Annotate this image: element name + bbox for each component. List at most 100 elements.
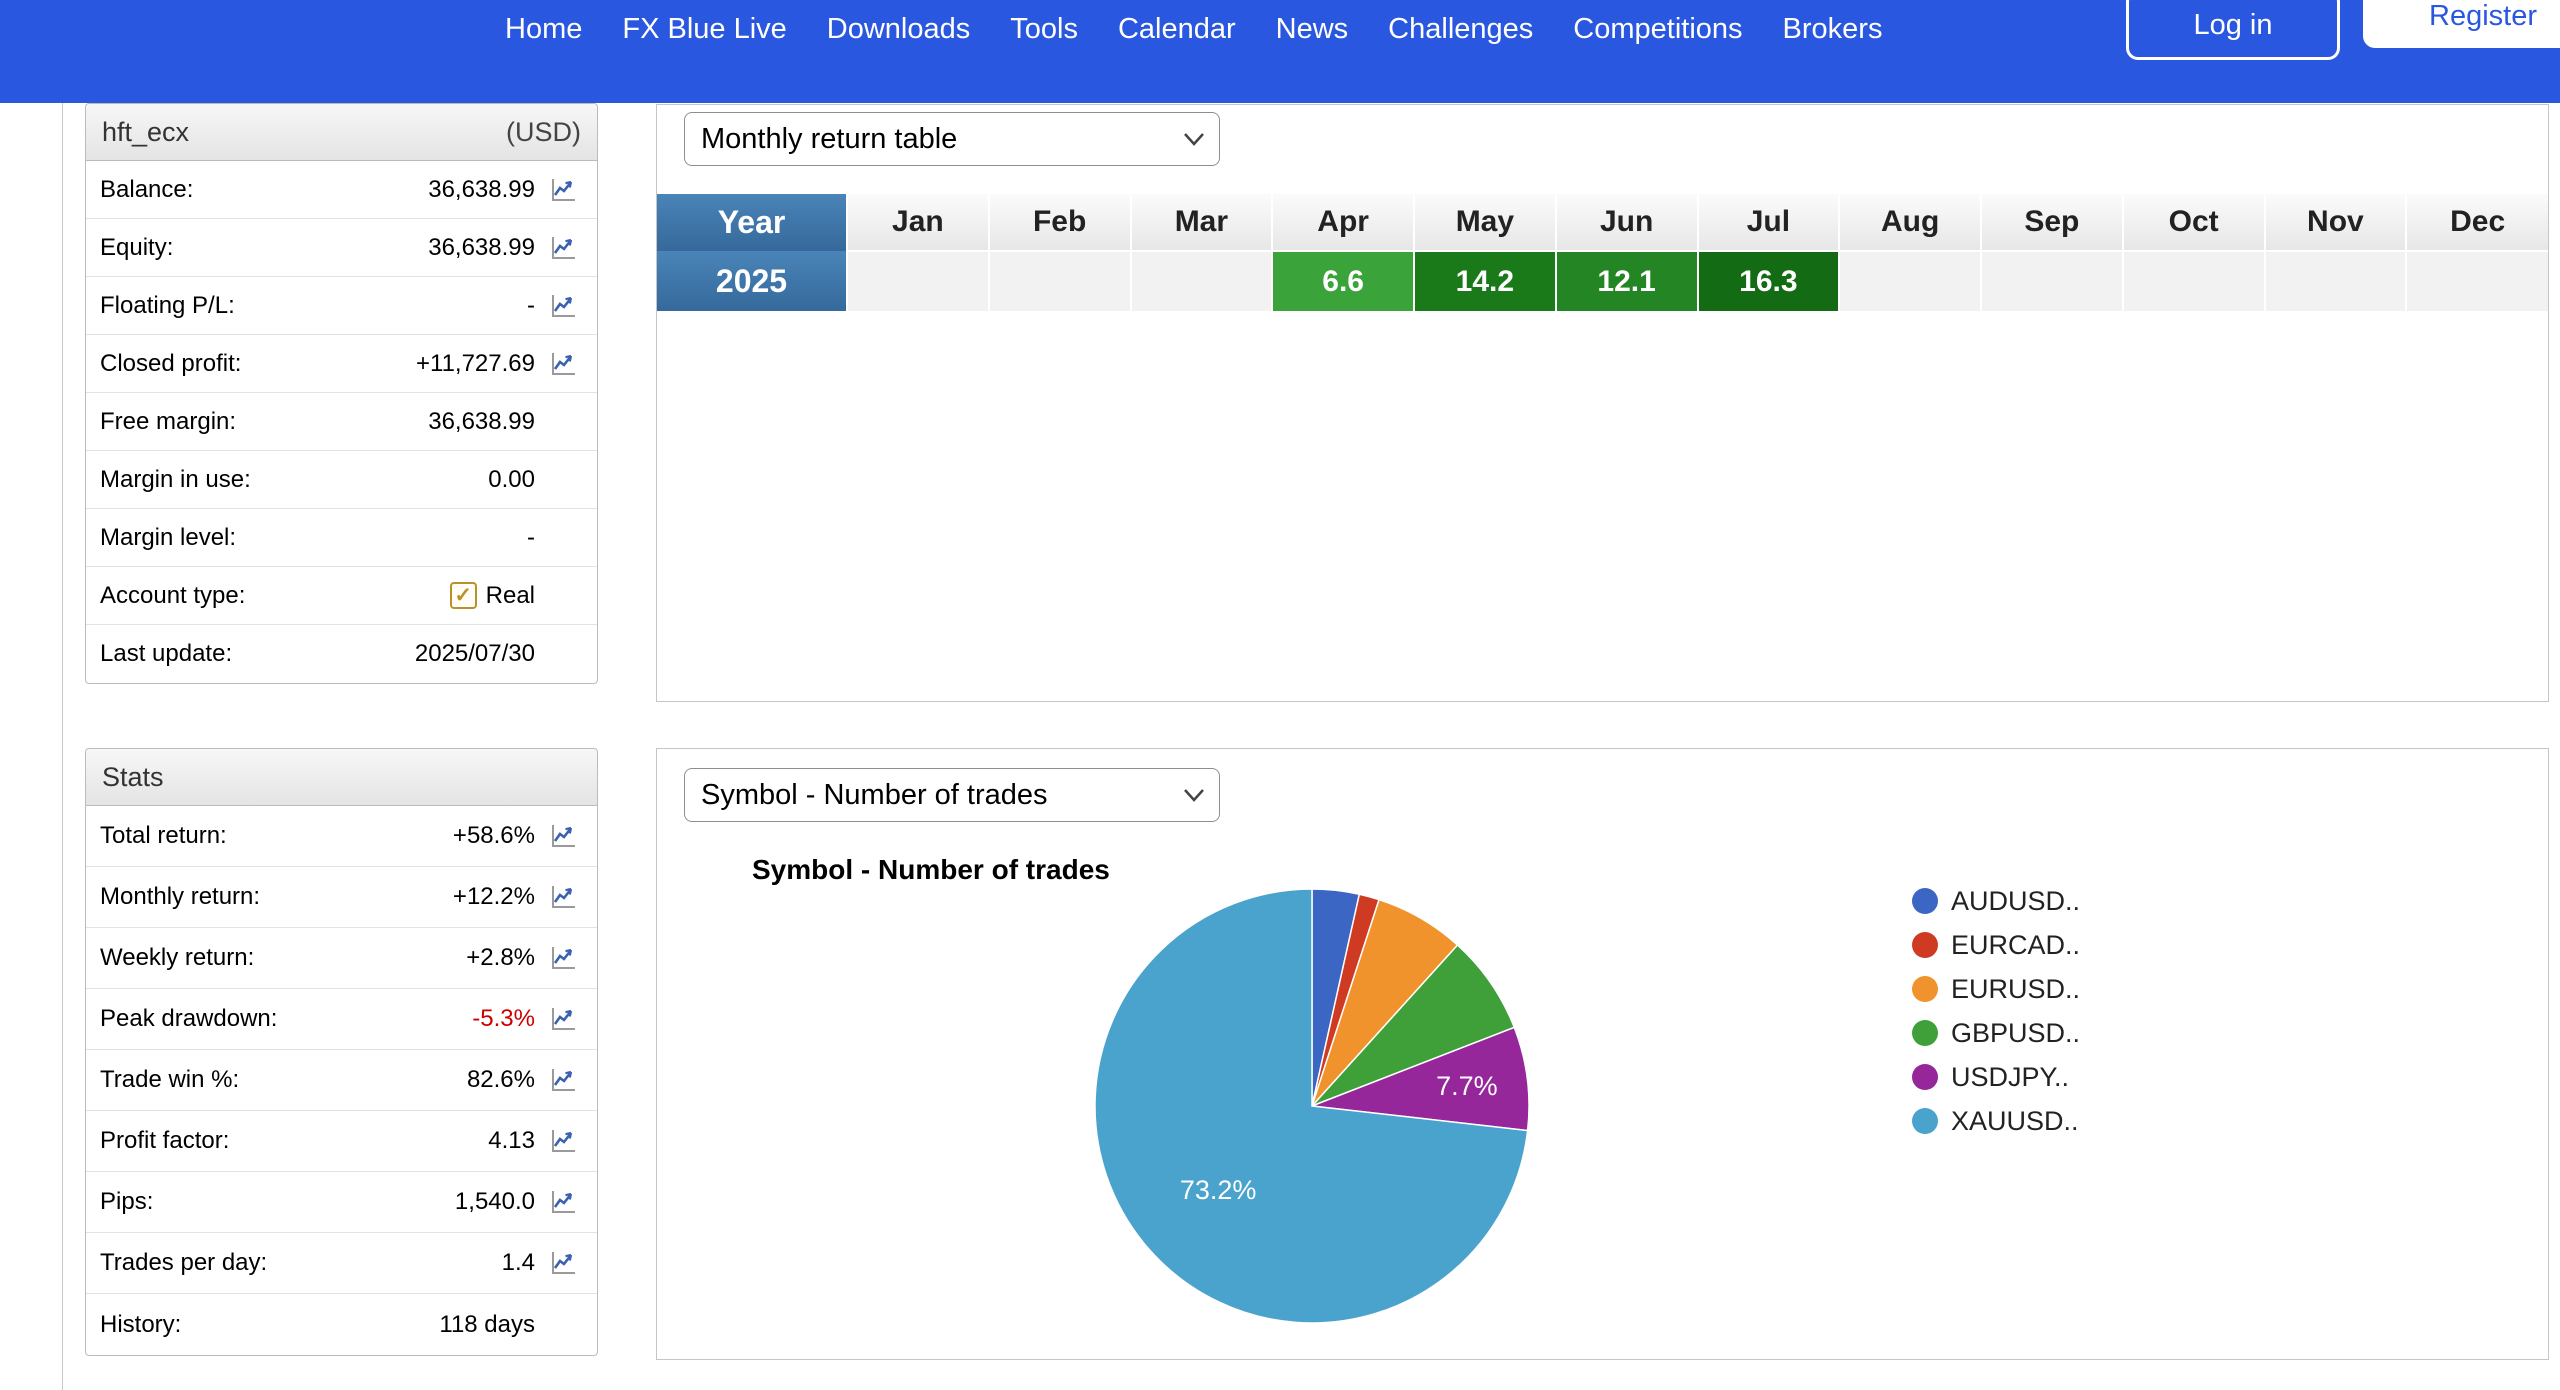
row-value-text: Real [485, 581, 535, 609]
register-button[interactable]: Register [2363, 0, 2560, 48]
chart-type-dropdown[interactable]: Symbol - Number of trades [684, 768, 1220, 822]
chart-icon [552, 352, 575, 375]
legend-item-audusd: AUDUSD.. [1912, 879, 2080, 923]
chart-icon [552, 1191, 575, 1213]
legend-label: EURCAD.. [1951, 929, 2081, 960]
nav-item-news[interactable]: News [1275, 12, 1349, 45]
nav-item-competitions[interactable]: Competitions [1573, 12, 1743, 45]
chart-icon-button[interactable] [535, 176, 591, 204]
report-type-dropdown-value: Monthly return table [701, 122, 958, 155]
legend-dot [1912, 976, 1938, 1002]
stats-row-profit-factor: Profit factor: 4.13 [86, 1111, 597, 1172]
row-label: Floating P/L: [100, 291, 235, 319]
row-value: +12.2% [453, 883, 535, 911]
legend-dot [1912, 888, 1938, 914]
legend-label: GBPUSD.. [1951, 1017, 2081, 1048]
chart-icon-button[interactable] [535, 1188, 591, 1216]
stats-row-peak-drawdown: Peak drawdown: -5.3% [86, 989, 597, 1050]
legend-dot [1912, 1020, 1938, 1046]
legend-label: XAUUSD.. [1951, 1105, 2079, 1136]
account-panel-header: hft_ecx (USD) [86, 104, 597, 161]
row-label: Trade win %: [100, 1066, 240, 1093]
row-label: Last update: [100, 640, 233, 667]
chart-icon [552, 825, 575, 847]
pie-slice-label-usdjpy: 7.7% [1436, 1071, 1498, 1101]
chart-icon-button[interactable] [535, 1066, 591, 1094]
month-cell-2025-may: 14.2 [1413, 250, 1556, 311]
legend-item-usdjpy: USDJPY.. [1912, 1055, 2080, 1099]
account-summary-panel: hft_ecx (USD) Balance: 36,638.99 Equity: 36… [85, 103, 598, 684]
row-value-text: +11,727.69 [415, 349, 535, 377]
stats-row-pips: Pips: 1,540.0 [86, 1172, 597, 1233]
row-value: 2025/07/30 [415, 640, 535, 668]
row-label: Weekly return: [100, 944, 255, 971]
month-cell-2025-sep [1980, 250, 2123, 311]
chart-icon-button[interactable] [535, 1005, 591, 1033]
chart-icon-button[interactable] [535, 1127, 591, 1155]
chevron-down-icon [1184, 132, 1204, 146]
account-name: hft_ecx [102, 116, 190, 147]
chart-icon-button[interactable] [535, 944, 591, 972]
row-value-text: 118 days [439, 1310, 535, 1338]
nav-menu: Home FX Blue Live Downloads Tools Calendar Ne… [505, 0, 1882, 58]
row-label: Trades per day: [100, 1249, 268, 1276]
chart-icon-button[interactable] [535, 292, 591, 320]
row-value-text: 1,540.0 [454, 1188, 535, 1215]
nav-item-tools[interactable]: Tools [1010, 12, 1078, 45]
month-header-oct: Oct [2121, 194, 2265, 251]
row-value: 36,638.99 [428, 234, 535, 262]
report-type-dropdown[interactable]: Monthly return table [684, 112, 1220, 166]
legend-label: AUDUSD.. [1951, 885, 2081, 916]
nav-item-fx-blue-live[interactable]: FX Blue Live [622, 12, 787, 45]
account-row-margin-level: Margin level: - [86, 509, 597, 567]
row-value: 1.4 [502, 1249, 535, 1277]
chart-icon-button[interactable] [535, 350, 591, 378]
nav-item-brokers[interactable]: Brokers [1782, 12, 1883, 45]
nav-item-downloads[interactable]: Downloads [826, 12, 971, 45]
row-value-text: 82.6% [466, 1066, 535, 1093]
login-button[interactable]: Log in [2126, 0, 2340, 60]
top-navigation: Home FX Blue Live Downloads Tools Calendar Ne… [0, 0, 2560, 103]
monthly-return-table: Year Jan Feb Mar Apr May Jun Jul Aug Sep Oct Nov Dec… [657, 194, 2548, 311]
row-value: 0.00 [488, 466, 535, 494]
chevron-down-icon [1184, 788, 1204, 802]
row-value-text: +2.8% [466, 944, 535, 971]
row-value-text: 4.13 [488, 1127, 535, 1154]
row-value: 36,638.99 [428, 408, 535, 436]
row-value-text: 36,638.99 [428, 175, 535, 203]
nav-item-challenges[interactable]: Challenges [1388, 12, 1534, 45]
chart-icon-button[interactable] [535, 234, 591, 262]
table-row-2025: 2025 6.6 14.2 12.1 16.3 [657, 250, 2548, 311]
symbol-pie-chart: 7.7% 73.2% [1094, 888, 1530, 1324]
month-header-jan: Jan [846, 194, 989, 251]
nav-item-home[interactable]: Home [505, 12, 583, 45]
month-cell-2025-aug [1838, 250, 1981, 311]
month-header-feb: Feb [987, 194, 1131, 251]
pie-slice-xauusd [1094, 888, 1529, 1324]
month-cell-2025-jun: 12.1 [1554, 250, 1698, 311]
pie-slice-usdjpy [1311, 1026, 1530, 1132]
legend-item-xauusd: XAUUSD.. [1912, 1099, 2080, 1143]
chart-icon-button[interactable] [535, 1249, 591, 1277]
row-label: Margin level: [100, 523, 237, 551]
row-value-text: +58.6% [452, 822, 535, 849]
chart-icon-button[interactable] [535, 883, 591, 911]
month-header-mar: Mar [1129, 194, 1273, 251]
month-header-aug: Aug [1838, 194, 1981, 251]
chart-icon-button[interactable] [535, 822, 591, 850]
month-cell-2025-apr: 6.6 [1271, 250, 1414, 311]
row-value-text: 36,638.99 [428, 407, 535, 435]
row-label: Peak drawdown: [100, 1005, 278, 1032]
month-cell-2025-jul: 16.3 [1696, 250, 1840, 311]
stats-panel-header: Stats [86, 749, 597, 806]
stats-title: Stats [102, 761, 164, 792]
chart-icon [552, 178, 575, 201]
row-value: - [527, 524, 535, 552]
row-value-text: 1.4 [501, 1249, 535, 1276]
row-value-text: 36,638.99 [428, 233, 535, 261]
account-row-last-update: Last update: 2025/07/30 [86, 625, 597, 683]
chart-icon [552, 1252, 575, 1274]
account-row-floating-p-l: Floating P/L: - [86, 277, 597, 335]
row-value: +58.6% [453, 822, 535, 850]
nav-item-calendar[interactable]: Calendar [1117, 12, 1236, 45]
